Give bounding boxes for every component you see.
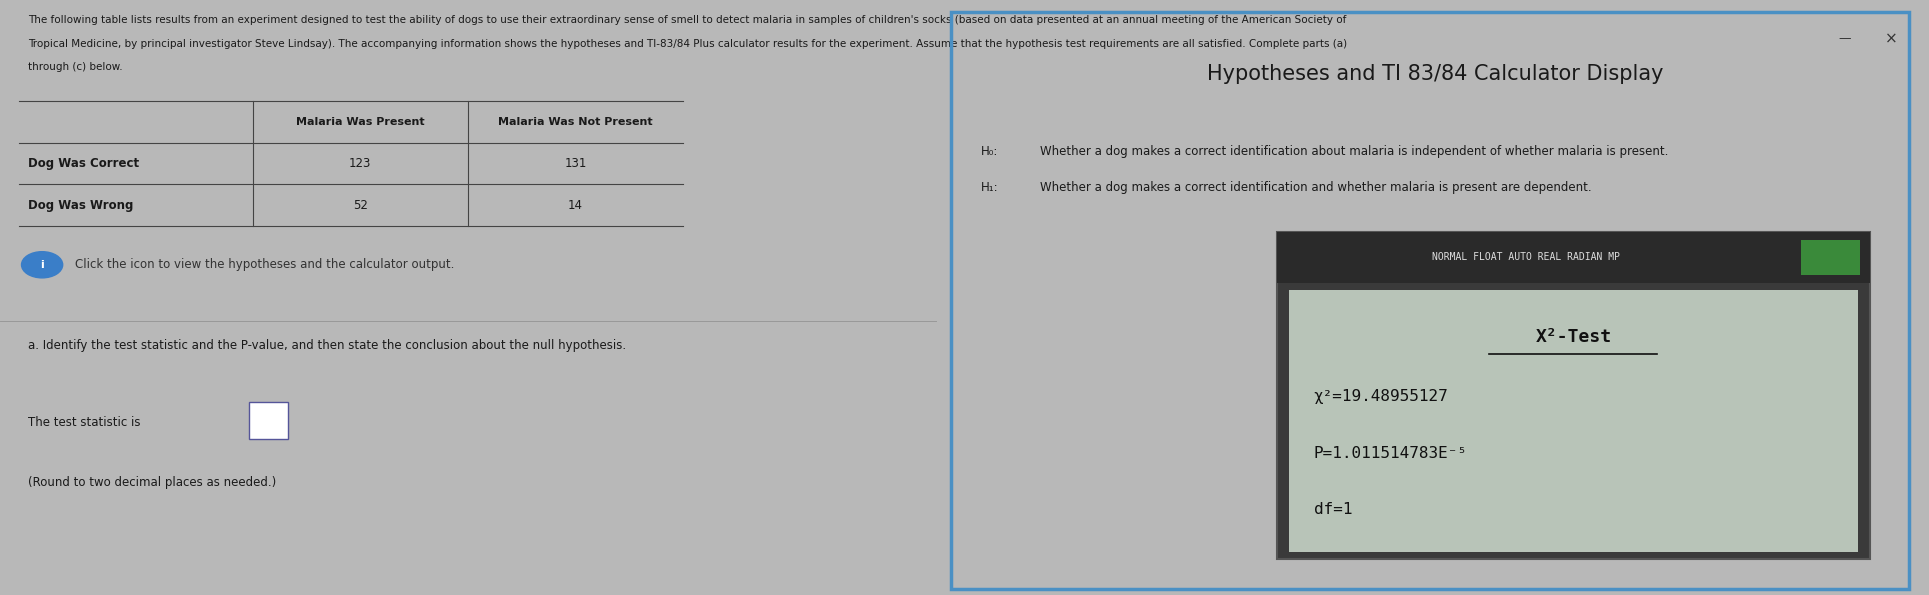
Text: 14: 14 <box>567 199 583 212</box>
Text: H₁:: H₁: <box>980 181 999 194</box>
FancyBboxPatch shape <box>1289 290 1858 552</box>
Circle shape <box>21 252 62 278</box>
Text: H₀:: H₀: <box>980 145 997 158</box>
Text: NORMAL FLOAT AUTO REAL RADIAN MP: NORMAL FLOAT AUTO REAL RADIAN MP <box>1431 252 1620 262</box>
Text: Malaria Was Not Present: Malaria Was Not Present <box>498 117 652 127</box>
Text: Hypotheses and TI 83/84 Calculator Display: Hypotheses and TI 83/84 Calculator Displ… <box>1208 64 1663 84</box>
Text: ×: × <box>1885 31 1898 46</box>
Text: through (c) below.: through (c) below. <box>29 62 123 73</box>
Text: 123: 123 <box>349 157 372 170</box>
Text: 131: 131 <box>563 157 586 170</box>
Text: P=1.011514783E⁻⁵: P=1.011514783E⁻⁵ <box>1314 446 1468 461</box>
Text: Whether a dog makes a correct identification about malaria is independent of whe: Whether a dog makes a correct identifica… <box>1040 145 1669 158</box>
Text: a. Identify the test statistic and the P-value, and then state the conclusion ab: a. Identify the test statistic and the P… <box>29 339 627 352</box>
Text: The following table lists results from an experiment designed to test the abilit: The following table lists results from a… <box>29 15 1346 25</box>
Text: Tropical Medicine, by principal investigator Steve Lindsay). The accompanying in: Tropical Medicine, by principal investig… <box>29 39 1346 49</box>
Text: Malaria Was Present: Malaria Was Present <box>295 117 424 127</box>
Text: Dog Was Wrong: Dog Was Wrong <box>29 199 133 212</box>
Text: Whether a dog makes a correct identification and whether malaria is present are : Whether a dog makes a correct identifica… <box>1040 181 1591 194</box>
Text: X²-Test: X²-Test <box>1535 328 1611 346</box>
Text: 52: 52 <box>353 199 368 212</box>
Text: Dog Was Correct: Dog Was Correct <box>29 157 139 170</box>
Text: χ²=19.48955127: χ²=19.48955127 <box>1314 389 1449 405</box>
FancyBboxPatch shape <box>249 402 287 439</box>
Text: Click the icon to view the hypotheses and the calculator output.: Click the icon to view the hypotheses an… <box>75 258 453 271</box>
FancyBboxPatch shape <box>1800 240 1860 275</box>
Text: (Round to two decimal places as needed.): (Round to two decimal places as needed.) <box>29 476 276 489</box>
Text: —: — <box>1838 32 1852 45</box>
FancyBboxPatch shape <box>1277 232 1869 283</box>
Text: The test statistic is: The test statistic is <box>29 416 141 430</box>
Text: i: i <box>41 260 44 270</box>
FancyBboxPatch shape <box>1277 232 1869 559</box>
Text: df=1: df=1 <box>1314 502 1352 518</box>
